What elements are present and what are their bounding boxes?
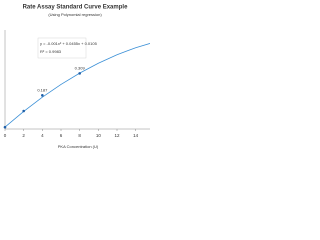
- r-squared: R² = 0.9983: [40, 49, 62, 54]
- data-label: 0.187: [37, 87, 48, 92]
- equation: y = -0.001x² + 0.0455x + 0.0105: [40, 41, 98, 46]
- x-axis-label: PKA Concentration (U): [58, 144, 99, 149]
- data-point: [3, 125, 7, 129]
- data-point: [22, 109, 25, 113]
- x-tick-label: 14: [133, 133, 139, 138]
- x-tick-label: 0: [4, 133, 7, 138]
- x-tick-label: 6: [60, 133, 63, 138]
- data-label: 0.309: [75, 65, 86, 70]
- chart-subtitle: (Using Polynomial regression): [48, 12, 102, 17]
- chart: Rate Assay Standard Curve Example (Using…: [3, 5, 150, 149]
- page: {"chart_data": {"type": "scatter", "titl…: [0, 0, 150, 150]
- x-tick-label: 2: [22, 133, 25, 138]
- x-tick-label: 4: [41, 133, 44, 138]
- x-tick-label: 10: [96, 133, 102, 138]
- data-point: [78, 72, 81, 75]
- data-point: [41, 94, 44, 97]
- x-tick-label: 12: [114, 133, 120, 138]
- chart-title: Rate Assay Standard Curve Example: [23, 5, 128, 11]
- equation-box: [37, 37, 87, 59]
- x-tick-label: 8: [78, 133, 81, 138]
